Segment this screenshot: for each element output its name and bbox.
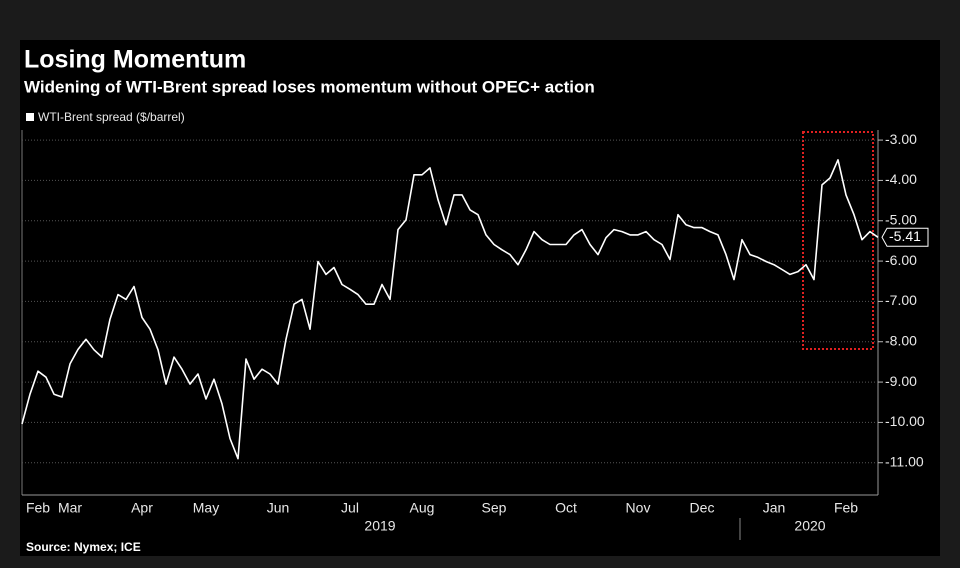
y-tick-label: -9.00	[885, 373, 917, 389]
year-label: 2020	[794, 518, 825, 534]
y-tick-label: -5.00	[885, 211, 917, 227]
x-tick-label: Feb	[834, 500, 858, 516]
legend-swatch	[26, 113, 34, 121]
y-tick-label: -4.00	[885, 171, 917, 187]
x-tick-label: Jan	[763, 500, 786, 516]
x-tick-label: Oct	[555, 500, 577, 516]
x-tick-label: Feb	[26, 500, 50, 516]
chart-subtitle: Widening of WTI-Brent spread loses momen…	[24, 77, 595, 96]
panel	[20, 40, 940, 556]
y-tick-label: -7.00	[885, 292, 917, 308]
y-tick-label: -8.00	[885, 332, 917, 348]
x-tick-label: May	[193, 500, 219, 516]
line-series	[21, 159, 879, 460]
x-tick-label: Apr	[131, 500, 153, 516]
highlight-box	[802, 131, 874, 350]
x-tick-label: Mar	[58, 500, 82, 516]
y-tick-label: -3.00	[885, 131, 917, 147]
x-tick-label: Nov	[626, 500, 651, 516]
x-tick-label: Jun	[267, 500, 290, 516]
source: Source: Nymex; ICE	[26, 540, 141, 554]
year-label: 2019	[364, 518, 395, 534]
x-tick-label: Sep	[482, 500, 507, 516]
x-tick-label: Aug	[410, 500, 435, 516]
y-tick-label: -10.00	[885, 413, 925, 429]
y-tick-label: -11.00	[885, 453, 924, 469]
x-tick-label: Jul	[341, 500, 359, 516]
last-value-box	[881, 227, 929, 247]
legend-label: WTI-Brent spread ($/barrel)	[38, 110, 185, 124]
x-tick-label: Dec	[690, 500, 715, 516]
y-tick-label: -6.00	[885, 252, 917, 268]
chart-title: Losing Momentum	[24, 46, 246, 74]
last-value-label: -5.41	[889, 228, 921, 244]
